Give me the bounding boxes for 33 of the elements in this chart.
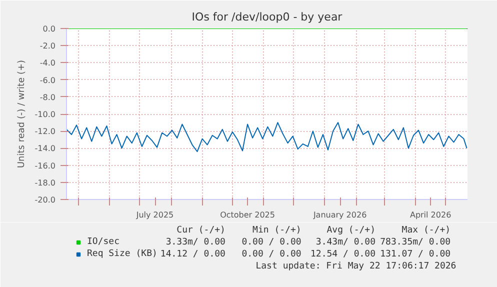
x-tick-label: July 2025: [135, 210, 174, 220]
text: 0.00 / 0.00: [242, 250, 302, 260]
y-tick-label: -20.0: [34, 196, 56, 204]
text: 3.43m/ 0.00: [316, 238, 376, 248]
y-tick-label: -14.0: [34, 144, 56, 154]
x-tick-label: January 2026: [312, 210, 367, 220]
chart-title: IOs for /dev/loop0 - by year: [192, 10, 343, 24]
y-tick-label: -4.0: [40, 58, 56, 68]
y-tick-label: -16.0: [34, 161, 56, 170]
text: Min (-/+): [252, 226, 302, 236]
text: 131.07 / 0.00: [380, 250, 451, 260]
y-tick-label: -2.0: [40, 42, 56, 51]
y-tick-label: -12.0: [34, 127, 56, 136]
text: Avg (-/+): [326, 226, 376, 236]
text: Last update: Fri May 22 17:06:17 2026: [256, 262, 456, 272]
y-tick-label: -6.0: [40, 76, 56, 85]
y-tick-label: -10.0: [34, 110, 56, 119]
text: Max (-/+): [402, 226, 451, 236]
text: 3.33m/ 0.00: [166, 238, 226, 248]
text: 0.00 / 0.00: [242, 238, 302, 248]
legend-label: Req Size (KB): [87, 248, 158, 260]
y-tick-label: -8.0: [40, 92, 56, 102]
y-axis-title: Units read (-) / write (+): [16, 60, 27, 168]
y-tick-label: 0.0: [42, 24, 56, 34]
text: 783.35m/ 0.00: [380, 238, 451, 248]
x-tick-label: April 2026: [410, 210, 452, 220]
legend-label: IO/sec: [87, 236, 120, 248]
text: Cur (-/+): [176, 226, 226, 236]
x-tick-label: October 2025: [220, 210, 275, 220]
line-series: [66, 122, 468, 152]
y-tick-label: -18.0: [34, 178, 56, 188]
text: 12.54 / 0.00: [310, 250, 376, 260]
text: 14.12 / 0.00: [160, 250, 226, 260]
